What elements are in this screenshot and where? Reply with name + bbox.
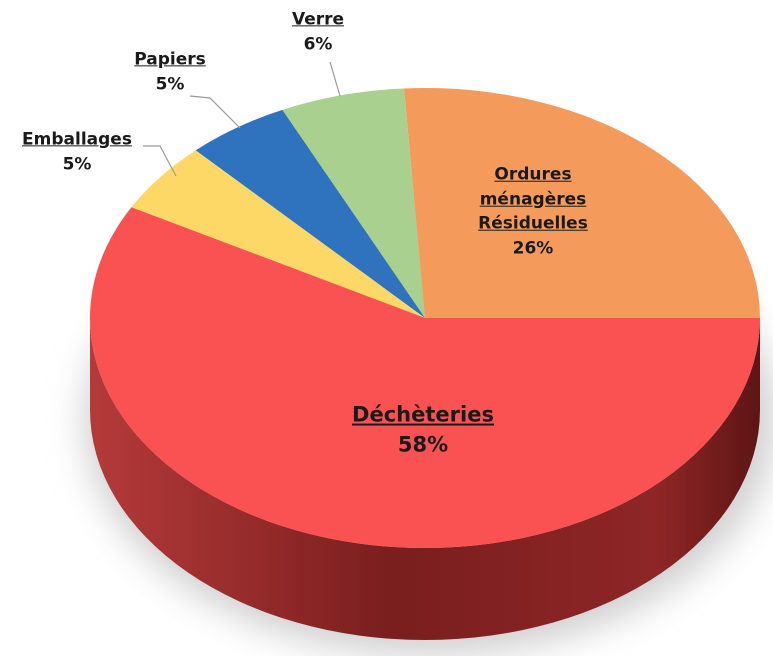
slice <box>131 150 425 318</box>
value-label: 26% <box>512 238 554 259</box>
slice-label: Ordures ménagères Résiduelles 26% <box>468 163 598 262</box>
category-label: Emballages <box>22 129 132 150</box>
category-label: Déchèteries <box>352 402 494 427</box>
slice-label: Déchèteries 58% <box>323 400 523 461</box>
slice <box>282 88 425 318</box>
slice <box>403 87 760 318</box>
category-label: Ordures ménagères Résiduelles <box>478 164 588 234</box>
slice-label: Emballages 5% <box>7 127 147 176</box>
slice-side <box>90 318 760 640</box>
slice <box>90 207 760 548</box>
value-label: 6% <box>303 34 333 54</box>
leader-line <box>329 61 341 97</box>
value-label: 58% <box>397 433 449 457</box>
leader-line <box>189 95 241 129</box>
slice-label: Papiers 5% <box>110 47 230 96</box>
leader-line <box>143 145 177 177</box>
value-label: 5% <box>155 74 185 94</box>
slice-label: Verre 6% <box>258 7 378 56</box>
pie <box>90 87 760 640</box>
slice <box>195 109 425 319</box>
category-label: Papiers <box>134 49 206 70</box>
category-label: Verre <box>291 9 345 30</box>
value-label: 5% <box>62 154 92 174</box>
